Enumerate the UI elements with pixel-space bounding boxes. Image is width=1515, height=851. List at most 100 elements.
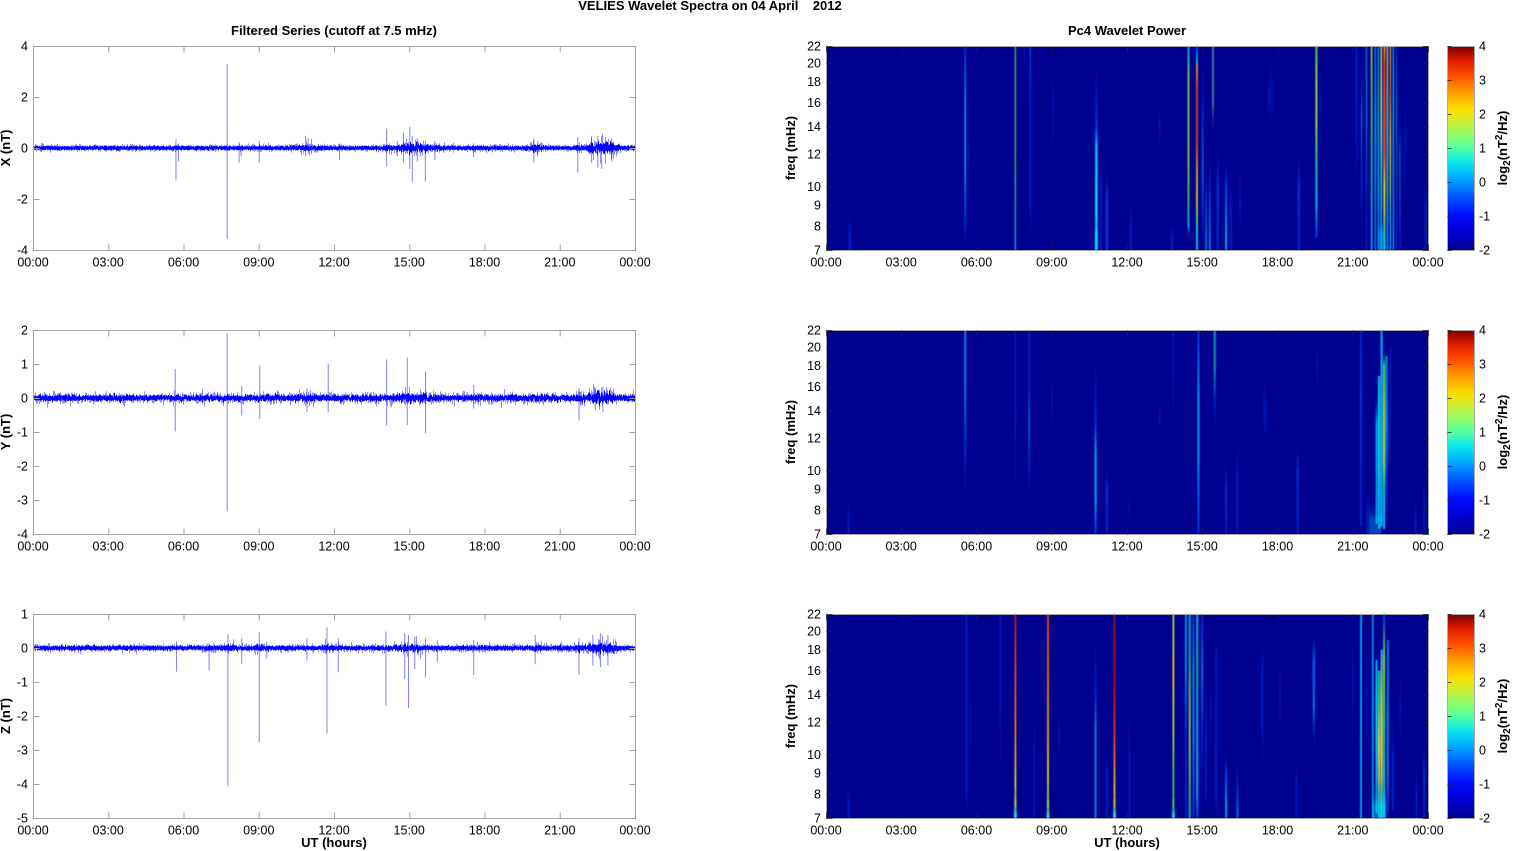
svg-text:1: 1	[21, 608, 28, 622]
svg-text:4: 4	[1479, 40, 1486, 54]
svg-text:12: 12	[807, 432, 821, 446]
svg-text:00:00: 00:00	[1412, 540, 1443, 554]
svg-text:7: 7	[814, 812, 821, 826]
svg-text:1: 1	[21, 358, 28, 372]
svg-text:-1: -1	[1479, 778, 1490, 792]
svg-text:03:00: 03:00	[886, 256, 917, 270]
svg-text:00:00: 00:00	[619, 540, 650, 554]
svg-text:9: 9	[814, 767, 821, 781]
svg-text:15:00: 15:00	[394, 824, 425, 838]
svg-text:15:00: 15:00	[1187, 540, 1218, 554]
svg-text:Y (nT): Y (nT)	[0, 414, 13, 451]
svg-text:freq (mHz): freq (mHz)	[783, 116, 798, 180]
svg-text:2: 2	[1479, 108, 1486, 122]
svg-text:-2: -2	[17, 193, 28, 207]
svg-text:8: 8	[814, 220, 821, 234]
svg-text:2: 2	[21, 91, 28, 105]
svg-text:00:00: 00:00	[619, 824, 650, 838]
svg-text:12:00: 12:00	[1111, 256, 1142, 270]
svg-text:00:00: 00:00	[17, 256, 48, 270]
svg-text:2: 2	[1479, 676, 1486, 690]
svg-text:X (nT): X (nT)	[0, 130, 13, 167]
svg-text:16: 16	[807, 664, 821, 678]
svg-text:Filtered Series (cutoff at 7.5: Filtered Series (cutoff at 7.5 mHz)	[231, 23, 437, 38]
svg-text:15:00: 15:00	[394, 540, 425, 554]
svg-text:00:00: 00:00	[1412, 824, 1443, 838]
svg-text:VELIES Wavelet Spectra on 04 A: VELIES Wavelet Spectra on 04 April 2012	[578, 0, 841, 13]
svg-text:06:00: 06:00	[961, 256, 992, 270]
svg-text:8: 8	[814, 504, 821, 518]
svg-text:3: 3	[1479, 642, 1486, 656]
svg-text:03:00: 03:00	[886, 824, 917, 838]
svg-text:4: 4	[1479, 324, 1486, 338]
svg-text:-2: -2	[17, 710, 28, 724]
svg-text:00:00: 00:00	[810, 824, 841, 838]
svg-text:00:00: 00:00	[17, 824, 48, 838]
svg-text:7: 7	[814, 244, 821, 258]
svg-text:-2: -2	[1479, 528, 1490, 542]
svg-text:06:00: 06:00	[168, 540, 199, 554]
svg-text:7: 7	[814, 528, 821, 542]
svg-text:03:00: 03:00	[886, 540, 917, 554]
svg-text:9: 9	[814, 483, 821, 497]
svg-text:-3: -3	[17, 494, 28, 508]
svg-text:12:00: 12:00	[318, 824, 349, 838]
svg-text:03:00: 03:00	[93, 824, 124, 838]
svg-text:18:00: 18:00	[1262, 824, 1293, 838]
svg-text:0: 0	[21, 392, 28, 406]
svg-text:09:00: 09:00	[1036, 540, 1067, 554]
svg-text:14: 14	[807, 688, 821, 702]
svg-text:-2: -2	[1479, 812, 1490, 826]
svg-text:-5: -5	[17, 812, 28, 826]
svg-text:00:00: 00:00	[619, 256, 650, 270]
svg-text:20: 20	[807, 625, 821, 639]
svg-text:10: 10	[807, 464, 821, 478]
svg-text:00:00: 00:00	[810, 540, 841, 554]
svg-text:18:00: 18:00	[469, 540, 500, 554]
svg-text:06:00: 06:00	[961, 824, 992, 838]
svg-text:09:00: 09:00	[1036, 824, 1067, 838]
svg-text:22: 22	[807, 40, 821, 54]
svg-text:8: 8	[814, 788, 821, 802]
svg-text:03:00: 03:00	[93, 256, 124, 270]
svg-text:18:00: 18:00	[1262, 540, 1293, 554]
svg-text:03:00: 03:00	[93, 540, 124, 554]
svg-text:00:00: 00:00	[810, 256, 841, 270]
svg-text:21:00: 21:00	[1337, 540, 1368, 554]
svg-text:21:00: 21:00	[544, 256, 575, 270]
svg-text:18:00: 18:00	[469, 824, 500, 838]
svg-text:21:00: 21:00	[1337, 256, 1368, 270]
svg-text:4: 4	[1479, 608, 1486, 622]
svg-text:0: 0	[21, 642, 28, 656]
svg-text:1: 1	[1479, 142, 1486, 156]
svg-text:UT (hours): UT (hours)	[301, 835, 367, 850]
svg-text:16: 16	[807, 96, 821, 110]
svg-text:-2: -2	[17, 460, 28, 474]
svg-text:2: 2	[1479, 392, 1486, 406]
svg-text:freq (mHz): freq (mHz)	[783, 400, 798, 464]
svg-text:Pc4 Wavelet Power: Pc4 Wavelet Power	[1068, 23, 1186, 38]
svg-text:10: 10	[807, 748, 821, 762]
svg-text:-4: -4	[17, 528, 28, 542]
svg-text:18: 18	[807, 643, 821, 657]
svg-text:12: 12	[807, 716, 821, 730]
svg-text:15:00: 15:00	[394, 256, 425, 270]
svg-text:00:00: 00:00	[17, 540, 48, 554]
svg-text:12: 12	[807, 148, 821, 162]
svg-text:-2: -2	[1479, 244, 1490, 258]
svg-text:20: 20	[807, 341, 821, 355]
svg-text:15:00: 15:00	[1187, 824, 1218, 838]
svg-text:log2(nT2/Hz): log2(nT2/Hz)	[1494, 679, 1513, 754]
svg-text:log2(nT2/Hz): log2(nT2/Hz)	[1494, 111, 1513, 186]
svg-text:-1: -1	[17, 676, 28, 690]
svg-text:freq (mHz): freq (mHz)	[783, 684, 798, 748]
svg-text:0: 0	[21, 142, 28, 156]
svg-text:06:00: 06:00	[168, 824, 199, 838]
svg-text:09:00: 09:00	[243, 540, 274, 554]
svg-text:00:00: 00:00	[1412, 256, 1443, 270]
svg-text:3: 3	[1479, 74, 1486, 88]
svg-text:-3: -3	[17, 744, 28, 758]
svg-text:UT (hours): UT (hours)	[1094, 835, 1160, 850]
svg-text:12:00: 12:00	[1111, 824, 1142, 838]
svg-text:09:00: 09:00	[243, 824, 274, 838]
